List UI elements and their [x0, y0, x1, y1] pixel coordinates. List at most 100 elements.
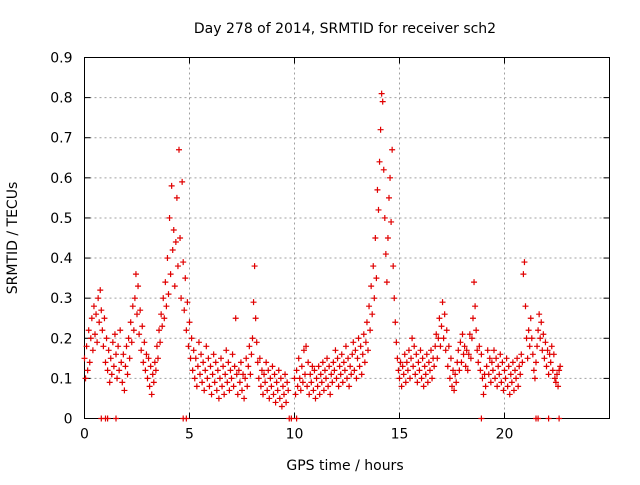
data-point: [181, 307, 188, 314]
data-point: [380, 166, 387, 173]
data-point: [449, 383, 455, 390]
data-point: [191, 375, 198, 382]
data-point: [439, 299, 446, 306]
data-point: [178, 295, 185, 302]
data-point: [526, 343, 533, 350]
data-point: [210, 351, 217, 358]
data-point: [486, 355, 493, 362]
data-point: [149, 371, 156, 378]
data-point: [302, 371, 308, 378]
data-point: [295, 355, 302, 362]
data-point: [190, 347, 197, 354]
data-point: [409, 335, 416, 342]
data-point: [458, 359, 465, 366]
data-point: [288, 415, 295, 422]
data-point: [414, 379, 421, 386]
data-point: [540, 331, 547, 338]
data-point: [329, 379, 336, 386]
data-point: [305, 359, 312, 366]
data-point: [316, 391, 323, 398]
data-point: [237, 359, 244, 366]
data-point: [393, 339, 400, 346]
data-point: [284, 379, 291, 386]
data-point: [255, 375, 262, 382]
data-point: [314, 383, 321, 390]
data-point: [515, 383, 522, 390]
data-point: [241, 395, 248, 402]
data-point: [118, 359, 125, 366]
data-point: [484, 347, 491, 354]
data-point: [482, 383, 489, 390]
data-point: [151, 359, 158, 366]
data-point: [212, 359, 219, 366]
x-tick-label: 5: [185, 427, 194, 443]
data-point: [279, 383, 286, 390]
data-point: [493, 355, 500, 362]
data-point: [388, 218, 395, 225]
data-point: [207, 363, 214, 370]
data-point: [442, 347, 449, 354]
data-point: [438, 323, 445, 330]
data-point: [377, 126, 384, 133]
data-point: [262, 379, 269, 386]
data-point: [124, 371, 131, 378]
data-point: [421, 363, 428, 370]
data-point: [158, 311, 165, 318]
data-point: [505, 363, 512, 370]
data-point: [352, 347, 359, 354]
y-tick-label: 0.4: [50, 251, 72, 267]
data-point: [539, 347, 546, 354]
data-point: [294, 383, 301, 390]
data-point: [425, 359, 432, 366]
data-point: [337, 371, 344, 378]
data-point: [554, 371, 560, 378]
data-point: [416, 367, 423, 374]
data-point: [444, 363, 451, 370]
data-point: [514, 355, 521, 362]
data-point: [363, 319, 370, 326]
data-point: [144, 375, 151, 382]
data-point: [457, 339, 464, 346]
data-point: [240, 371, 247, 378]
data-point: [162, 279, 169, 286]
data-point: [193, 383, 200, 390]
data-point: [545, 415, 552, 422]
data-point: [150, 379, 157, 386]
data-point: [538, 319, 545, 326]
data-point: [106, 379, 113, 386]
data-point: [105, 347, 112, 354]
data-point: [321, 367, 328, 374]
data-point: [285, 387, 292, 394]
data-point: [464, 367, 471, 374]
data-point: [219, 383, 226, 390]
data-point: [111, 331, 118, 338]
data-point: [197, 371, 203, 378]
data-point: [252, 315, 259, 322]
data-point: [513, 375, 520, 382]
data-point: [362, 339, 369, 346]
data-point: [324, 355, 331, 362]
data-point: [412, 371, 419, 378]
data-point: [382, 251, 389, 258]
data-point: [276, 395, 283, 402]
data-point: [327, 391, 334, 398]
data-point: [203, 343, 210, 350]
data-point: [264, 387, 271, 394]
data-point: [189, 367, 196, 374]
data-point: [94, 339, 101, 346]
data-point: [198, 351, 205, 358]
x-tick-label: 20: [496, 427, 514, 443]
data-point: [226, 387, 233, 394]
data-point: [249, 335, 256, 342]
data-point: [320, 387, 327, 394]
data-point: [267, 375, 274, 382]
data-point: [537, 335, 544, 342]
data-point: [254, 359, 261, 366]
data-point: [179, 178, 186, 185]
data-point: [332, 347, 339, 354]
data-point: [531, 375, 538, 382]
data-point: [556, 415, 563, 422]
data-point: [507, 371, 514, 378]
data-point: [244, 383, 251, 390]
